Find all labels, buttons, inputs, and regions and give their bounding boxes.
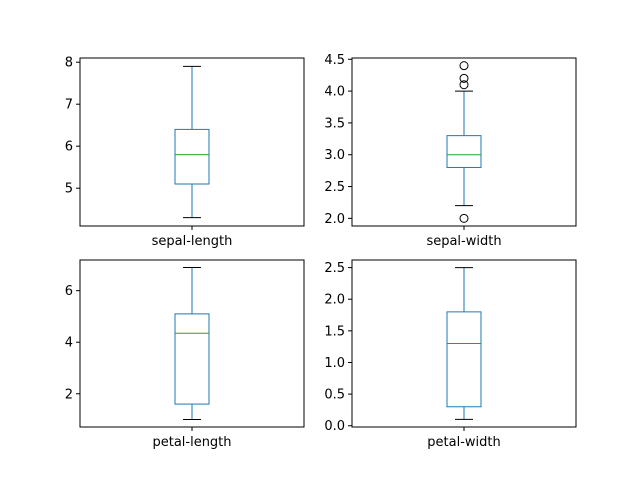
y-tick-label: 1.5 [324,324,345,339]
y-tick-label: 4.0 [324,85,345,100]
y-tick-label: 7 [65,98,73,113]
x-category-label: sepal-width [426,234,501,249]
iqr-box [446,135,482,168]
iqr-box [174,313,210,405]
iqr-box [174,128,210,185]
y-tick-label: 4 [65,336,73,351]
y-tick-label: 3.0 [324,148,345,163]
y-tick-label: 1.0 [324,356,345,371]
subplot-petal-length: 2 4 6 petal-length [65,259,305,450]
outlier-point [459,61,469,71]
y-tick-label: 6 [65,140,73,155]
y-tick-label: 2.0 [324,293,345,308]
y-tick-label: 2.5 [324,261,345,276]
subplot-petal-width: 0.0 0.5 1.0 1.5 2.0 2.5 petal-width [324,259,577,450]
y-tick-label: 2.0 [324,212,345,227]
subplot-sepal-length: 5 6 7 8 sepal-length [65,56,305,249]
outlier-point [459,73,469,83]
y-tick-label: 0.0 [324,419,345,434]
x-category-label: petal-width [427,435,500,450]
y-tick-label: 5 [65,182,73,197]
y-tick-label: 8 [65,56,73,71]
y-tick-label: 2.5 [324,180,345,195]
iqr-box [446,311,482,408]
y-tick-label: 0.5 [324,388,345,403]
y-tick-label: 4.5 [324,53,345,68]
outlier-point [459,80,469,90]
x-category-label: sepal-length [152,234,233,249]
y-tick-label: 6 [65,284,73,299]
y-tick-label: 2 [65,387,73,402]
outlier-point [459,213,469,223]
y-tick-label: 3.5 [324,116,345,131]
x-category-label: petal-length [152,435,231,450]
subplot-sepal-width: 2.0 2.5 3.0 3.5 4.0 4.5 sepal-width [324,53,577,249]
